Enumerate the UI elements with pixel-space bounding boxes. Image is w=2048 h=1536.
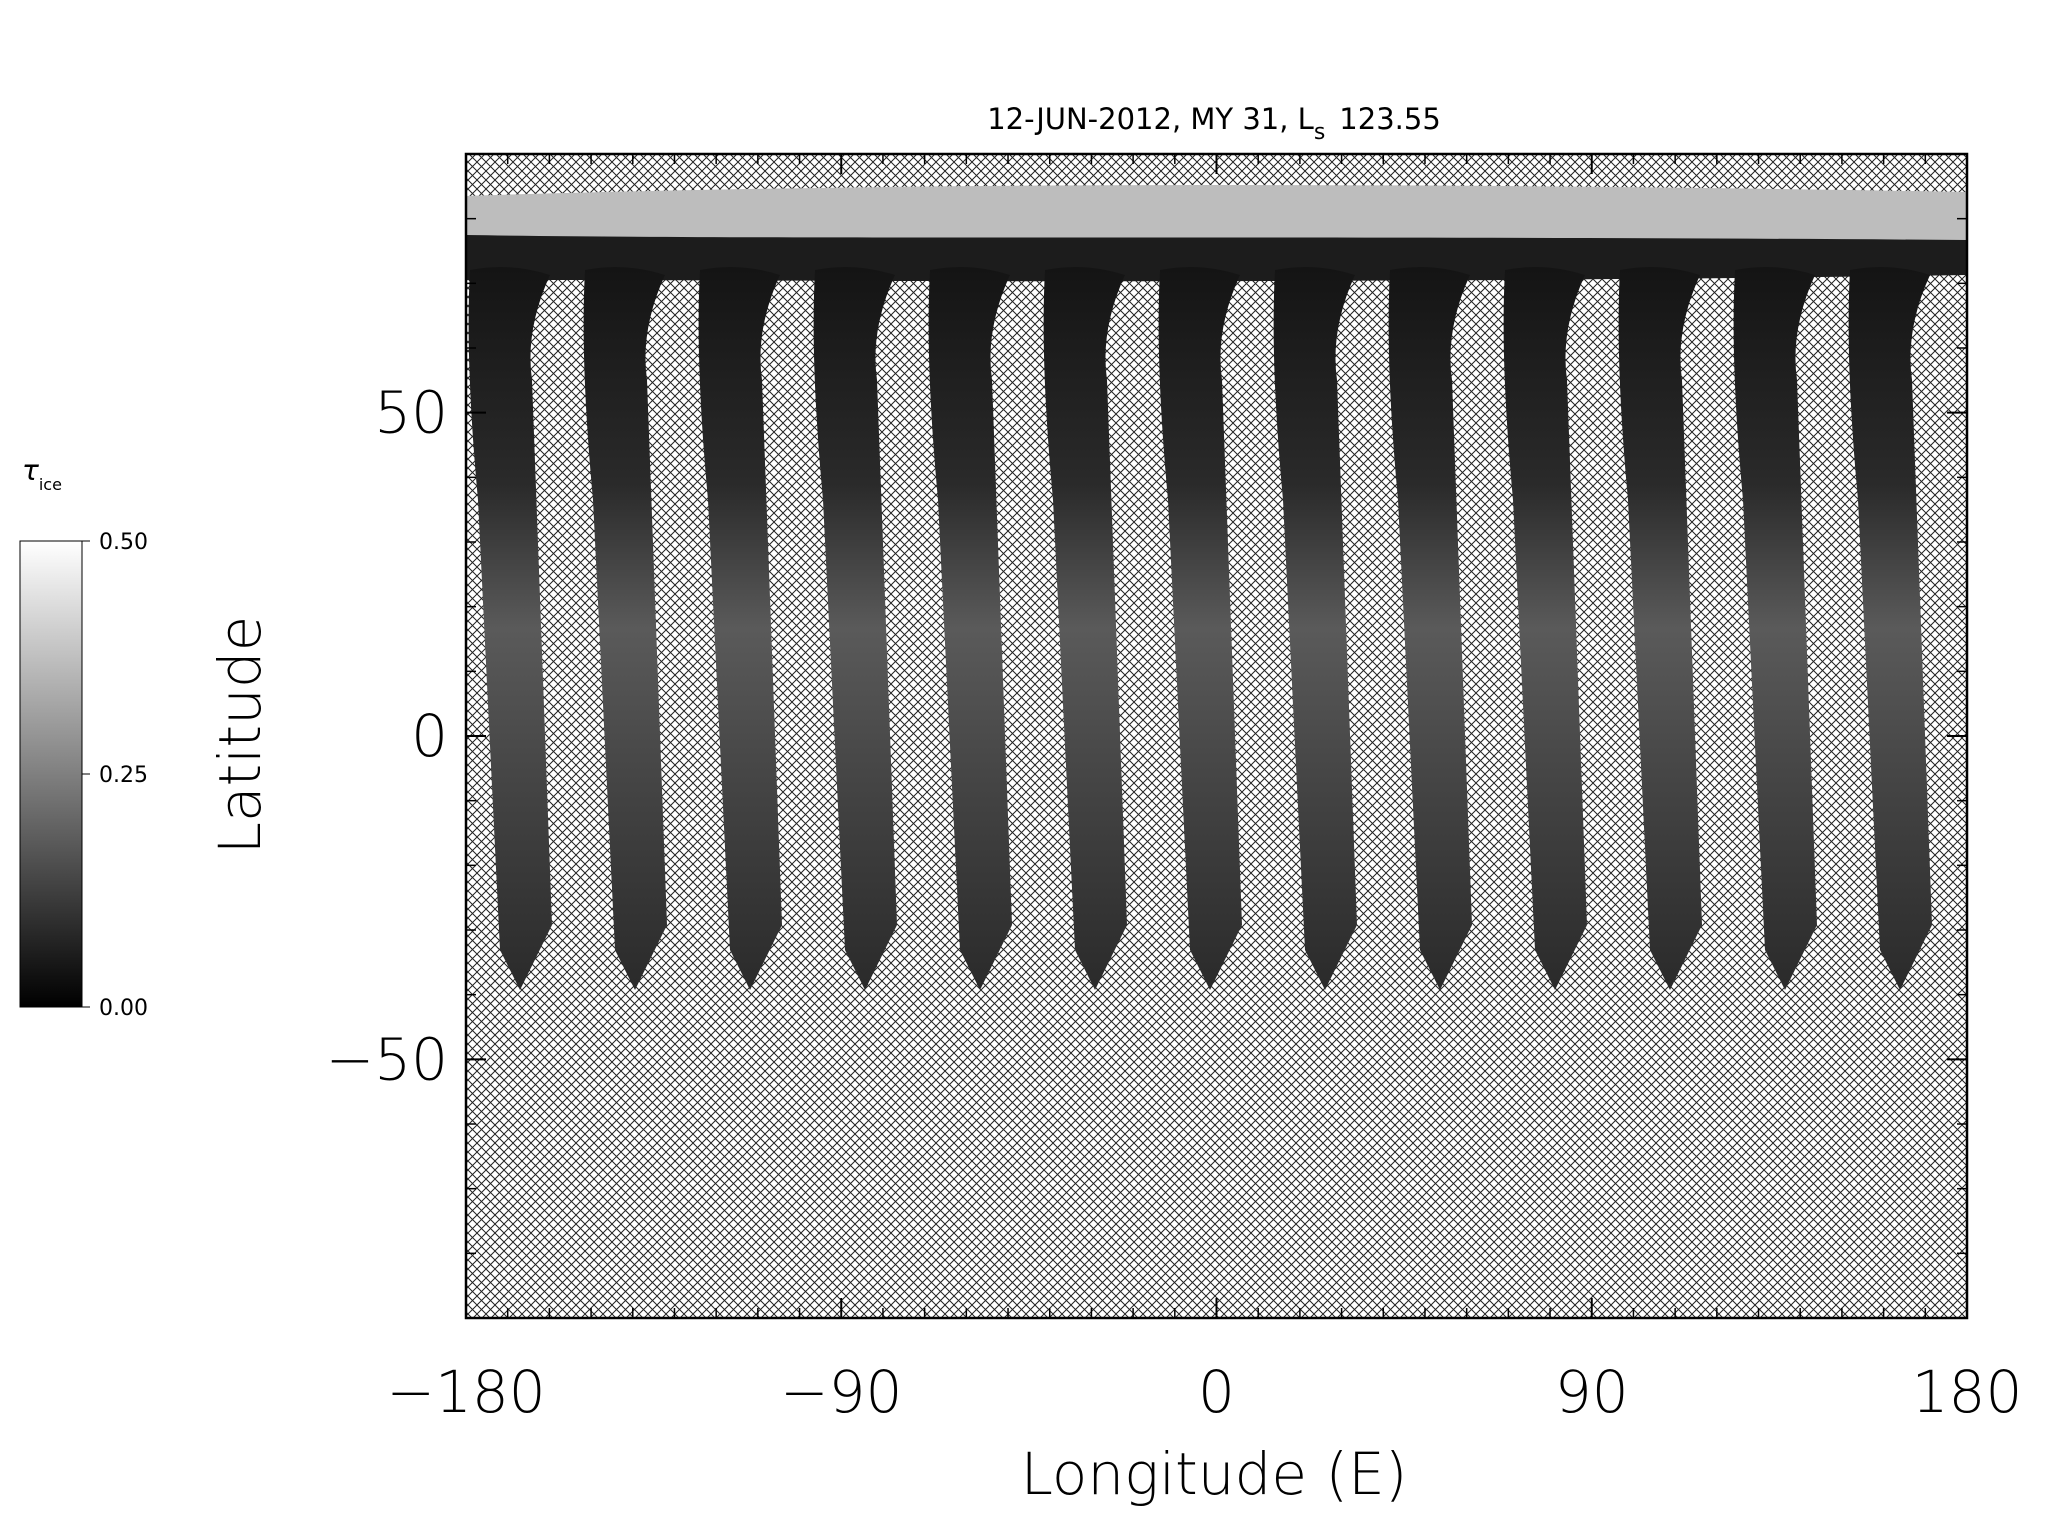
swath [813, 266, 897, 990]
swath [468, 266, 552, 990]
swath [1733, 266, 1817, 990]
colorbar [19, 540, 83, 1008]
swath [698, 266, 782, 990]
chart-title: 12-JUN-2012, MY 31, Ls 123.55 [987, 102, 1441, 145]
x-axis-label: Longitude (E) [1021, 1440, 1408, 1508]
x-tick-label: 180 [1912, 1358, 2023, 1426]
title-subscript: s [1314, 120, 1325, 145]
x-tick-label: 0 [1198, 1358, 1235, 1426]
colorbar-label: τice [22, 454, 62, 494]
y-tick-label: 50 [374, 379, 448, 447]
colorbar-tick-label: 0.00 [99, 996, 148, 1021]
colorbar-tick-label: 0.25 [99, 763, 148, 788]
swath [1043, 266, 1127, 990]
x-tick-label: −180 [386, 1358, 545, 1426]
colorbar-label-subscript: ice [39, 475, 62, 494]
swath [1388, 266, 1472, 990]
colorbar-label-text: τ [22, 454, 39, 487]
title-value: 123.55 [1339, 102, 1440, 136]
title-text: 12-JUN-2012, MY 31, L [987, 102, 1314, 136]
x-tick-label: −90 [780, 1358, 902, 1426]
swath [1618, 266, 1702, 990]
x-tick-label: 90 [1555, 1358, 1629, 1426]
swath [1848, 266, 1932, 990]
swath [928, 266, 1012, 990]
colorbar-tick-label: 0.50 [99, 530, 148, 555]
observation-swaths [466, 185, 1967, 990]
swath [1503, 266, 1587, 990]
y-tick-label: 0 [411, 702, 448, 770]
y-axis-label: Latitude [206, 616, 274, 855]
swath [1158, 266, 1242, 990]
swath [1273, 266, 1357, 990]
y-tick-label: −50 [326, 1025, 448, 1093]
swath [583, 266, 667, 990]
